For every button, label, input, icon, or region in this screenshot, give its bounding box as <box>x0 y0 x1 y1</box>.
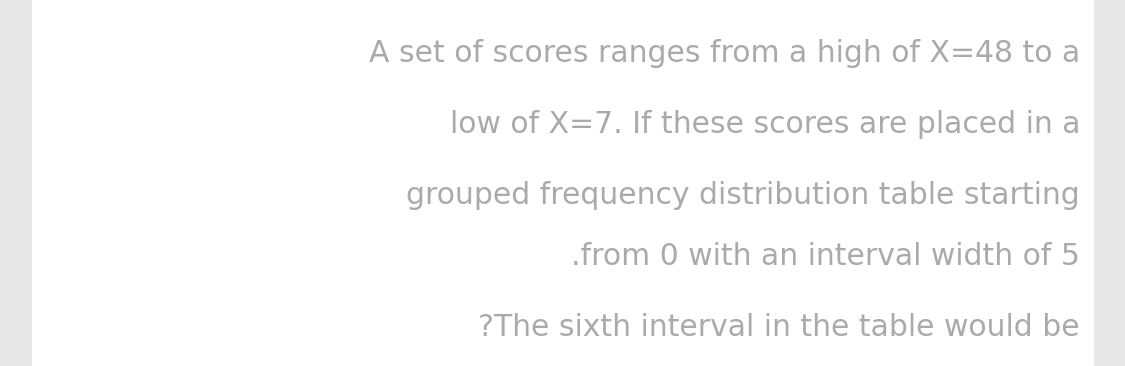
Text: A set of scores ranges from a high of X=48 to a: A set of scores ranges from a high of X=… <box>369 38 1080 68</box>
Text: ?The sixth interval in the table would be: ?The sixth interval in the table would b… <box>478 313 1080 342</box>
Text: low of X=7. If these scores are placed in a: low of X=7. If these scores are placed i… <box>450 110 1080 139</box>
Text: grouped frequency distribution table starting: grouped frequency distribution table sta… <box>406 181 1080 210</box>
Text: .from 0 with an interval width of 5: .from 0 with an interval width of 5 <box>572 242 1080 271</box>
FancyBboxPatch shape <box>32 0 1094 366</box>
